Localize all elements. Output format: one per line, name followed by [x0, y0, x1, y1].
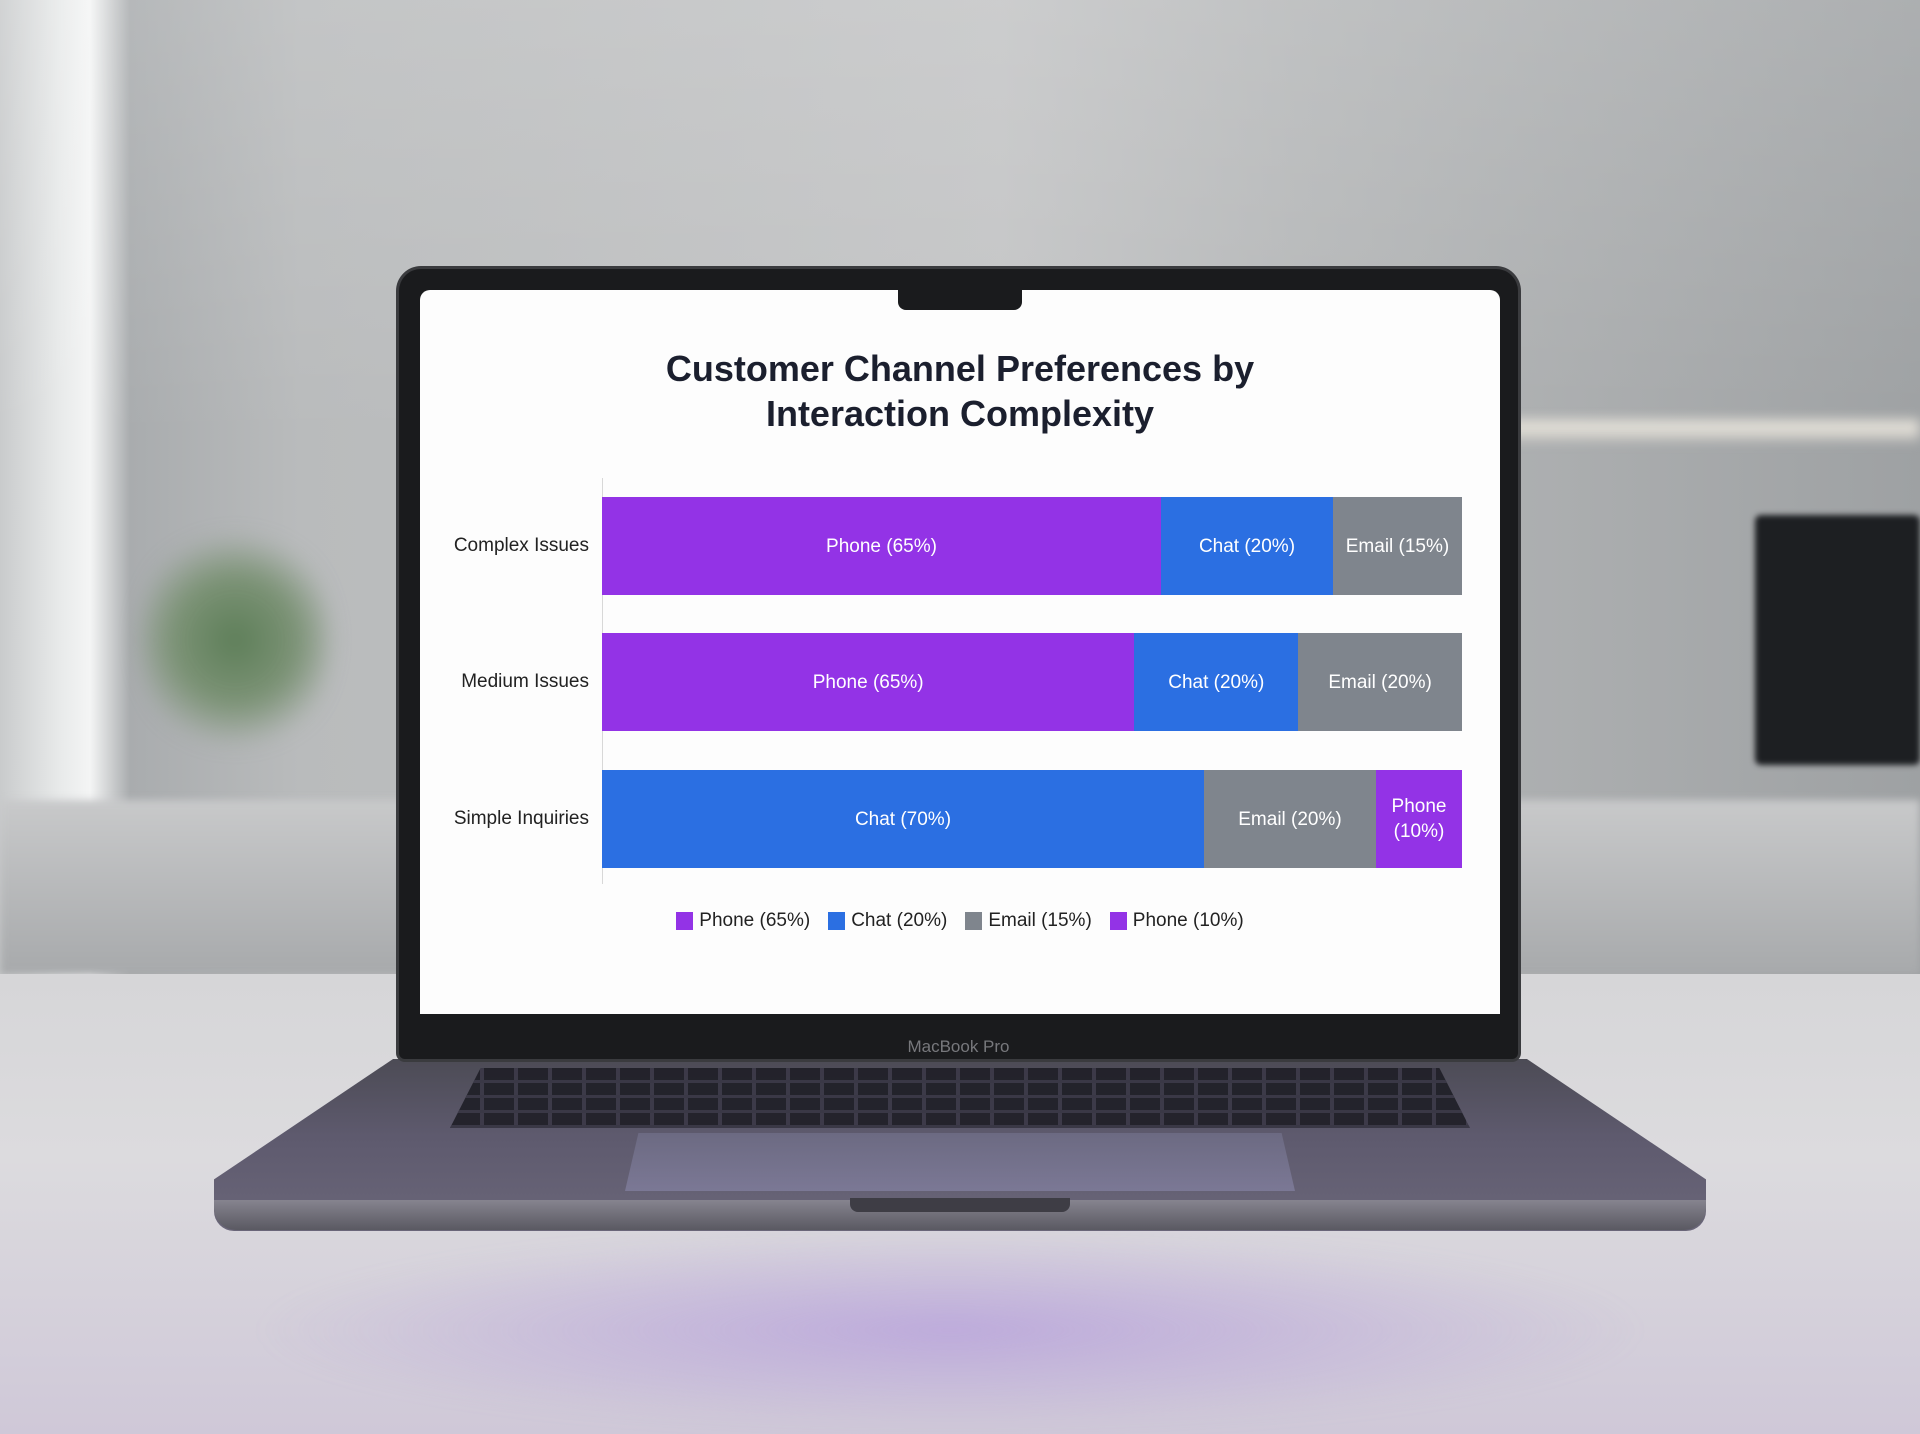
legend-swatch — [676, 912, 694, 930]
segment-data-label: Phone (65%) — [826, 535, 937, 557]
bar-segment-chat: Chat (20%) — [1134, 633, 1299, 731]
bar-row: Complex Issues Phone (65%) Chat (20%) Email… — [420, 497, 1500, 595]
bar-segment-phone: Phone (65%) — [602, 633, 1135, 731]
bar-row: Medium Issues Phone (65%) Chat (20%) Email … — [420, 633, 1500, 731]
segment-data-label: Email (20%) — [1238, 808, 1342, 830]
legend-label: Chat (20%) — [851, 910, 948, 931]
bar-segment-chat: Chat (70%) — [602, 770, 1204, 868]
legend-item: Phone (10%) — [1109, 910, 1244, 932]
chart-title: Customer Channel Preferences by Interact… — [420, 346, 1500, 436]
legend-item: Email (15%) — [965, 910, 1092, 932]
segment-data-label: Chat (70%) — [854, 808, 952, 830]
category-label: Complex Issues — [453, 535, 589, 556]
legend-item: Chat (20%) — [828, 910, 947, 932]
stacked-bar: Phone (65%) Chat (20%) Email (15%) — [602, 497, 1462, 595]
legend-swatch — [965, 912, 983, 930]
lid-opening-notch — [850, 1198, 1070, 1212]
segment-data-label: Email (15%) — [1345, 535, 1450, 557]
bar-segment-email: Email (20%) — [1298, 633, 1462, 731]
bar-segment-phone: Phone (10%) — [1376, 770, 1462, 868]
segment-data-label: Chat (20%) — [1198, 535, 1296, 557]
category-label: Simple Inquiries — [453, 808, 589, 829]
bar-row: Simple Inquiries Chat (70%) Email (20%) Pho… — [420, 770, 1500, 868]
background-plant — [140, 520, 330, 760]
purple-glow — [250, 1230, 1650, 1430]
segment-data-label: Email (20%) — [1328, 671, 1432, 693]
legend-item: Phone (65%) — [676, 910, 810, 932]
bar-segment-email: Email (20%) — [1204, 770, 1376, 868]
chart-title-line-2: Interaction Complexity — [765, 393, 1155, 434]
legend-swatch — [828, 912, 846, 930]
stacked-bar: Phone (65%) Chat (20%) Email (20%) — [602, 633, 1462, 731]
legend-label: Phone (10%) — [1132, 910, 1244, 931]
segment-data-label: Chat (20%) — [1168, 671, 1265, 693]
legend-swatch — [1109, 912, 1127, 930]
laptop-screen: Customer Channel Preferences by Interact… — [420, 290, 1500, 1014]
background-shelf-light — [1450, 420, 1920, 440]
legend-label: Email (15%) — [988, 910, 1092, 931]
camera-notch — [898, 290, 1022, 310]
segment-data-label: Phone (10%) — [1391, 796, 1447, 842]
brand-label: MacBook Pro — [907, 1037, 1010, 1056]
bar-segment-email: Email (15%) — [1333, 497, 1462, 595]
legend-label: Phone (65%) — [699, 910, 811, 931]
segment-data-label: Phone (65%) — [812, 671, 924, 693]
keyboard-rows — [450, 1068, 1470, 1128]
background-monitor — [1755, 515, 1920, 765]
chart-title-line-1: Customer Channel Preferences by — [665, 348, 1255, 389]
chart-legend: Phone (65%) Chat (20%) Email (15%) Phone (1… — [420, 910, 1500, 932]
stacked-bar: Chat (70%) Email (20%) Phone (10%) — [602, 770, 1462, 868]
bar-segment-chat: Chat (20%) — [1161, 497, 1333, 595]
bar-segment-phone: Phone (65%) — [602, 497, 1161, 595]
category-label: Medium Issues — [461, 671, 589, 692]
trackpad — [625, 1133, 1295, 1191]
